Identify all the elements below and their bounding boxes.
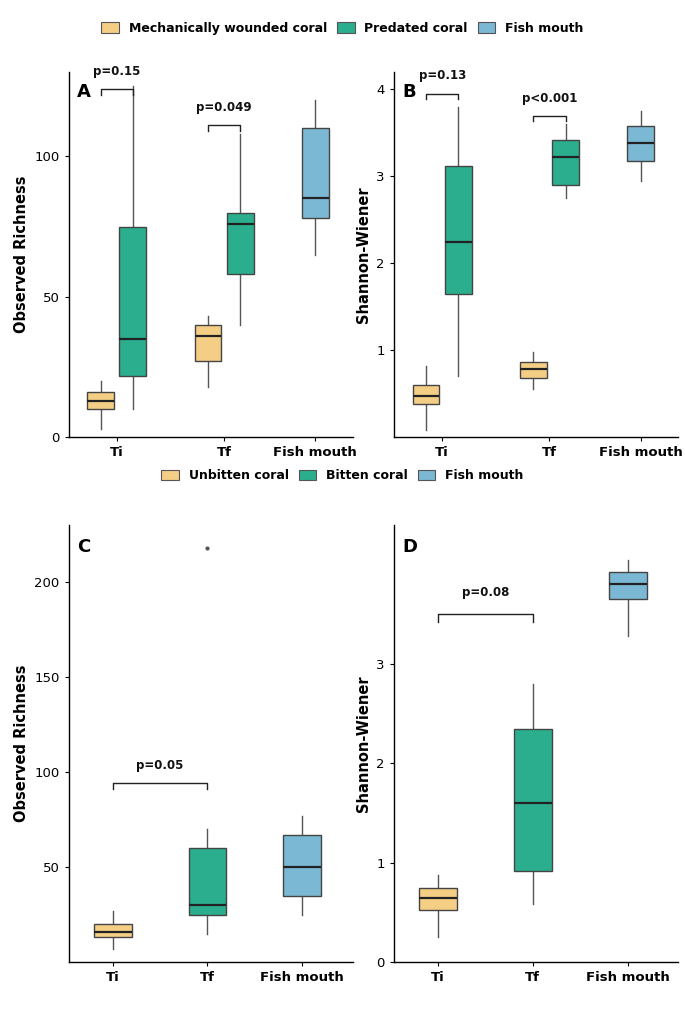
Bar: [609, 572, 647, 599]
Text: p=0.15: p=0.15: [93, 65, 140, 77]
Bar: [520, 361, 547, 379]
Bar: [227, 213, 253, 275]
Text: p=0.08: p=0.08: [462, 587, 509, 599]
Bar: [514, 729, 552, 871]
Y-axis label: Observed Richness: Observed Richness: [14, 665, 29, 822]
Text: p=0.05: p=0.05: [136, 759, 184, 772]
Text: D: D: [402, 538, 417, 556]
Bar: [195, 325, 221, 361]
Bar: [188, 848, 227, 915]
Text: p<0.001: p<0.001: [522, 92, 577, 105]
Text: p=0.049: p=0.049: [196, 101, 252, 114]
Bar: [627, 126, 654, 161]
Bar: [552, 140, 579, 185]
Text: C: C: [77, 538, 90, 556]
Bar: [419, 888, 457, 911]
Bar: [94, 924, 132, 937]
Y-axis label: Shannon-Wiener: Shannon-Wiener: [356, 186, 371, 323]
Legend: Unbitten coral, Bitten coral, Fish mouth: Unbitten coral, Bitten coral, Fish mouth: [161, 469, 524, 483]
Y-axis label: Observed Richness: Observed Richness: [14, 176, 29, 333]
Text: p=0.13: p=0.13: [419, 70, 466, 82]
Legend: Mechanically wounded coral, Predated coral, Fish mouth: Mechanically wounded coral, Predated cor…: [101, 22, 584, 35]
Bar: [445, 166, 472, 294]
Bar: [412, 385, 440, 404]
Bar: [284, 835, 321, 895]
Bar: [87, 392, 114, 410]
Text: B: B: [402, 83, 416, 101]
Y-axis label: Shannon-Wiener: Shannon-Wiener: [356, 675, 371, 812]
Bar: [302, 129, 329, 218]
Text: A: A: [77, 83, 91, 101]
Bar: [119, 226, 147, 376]
